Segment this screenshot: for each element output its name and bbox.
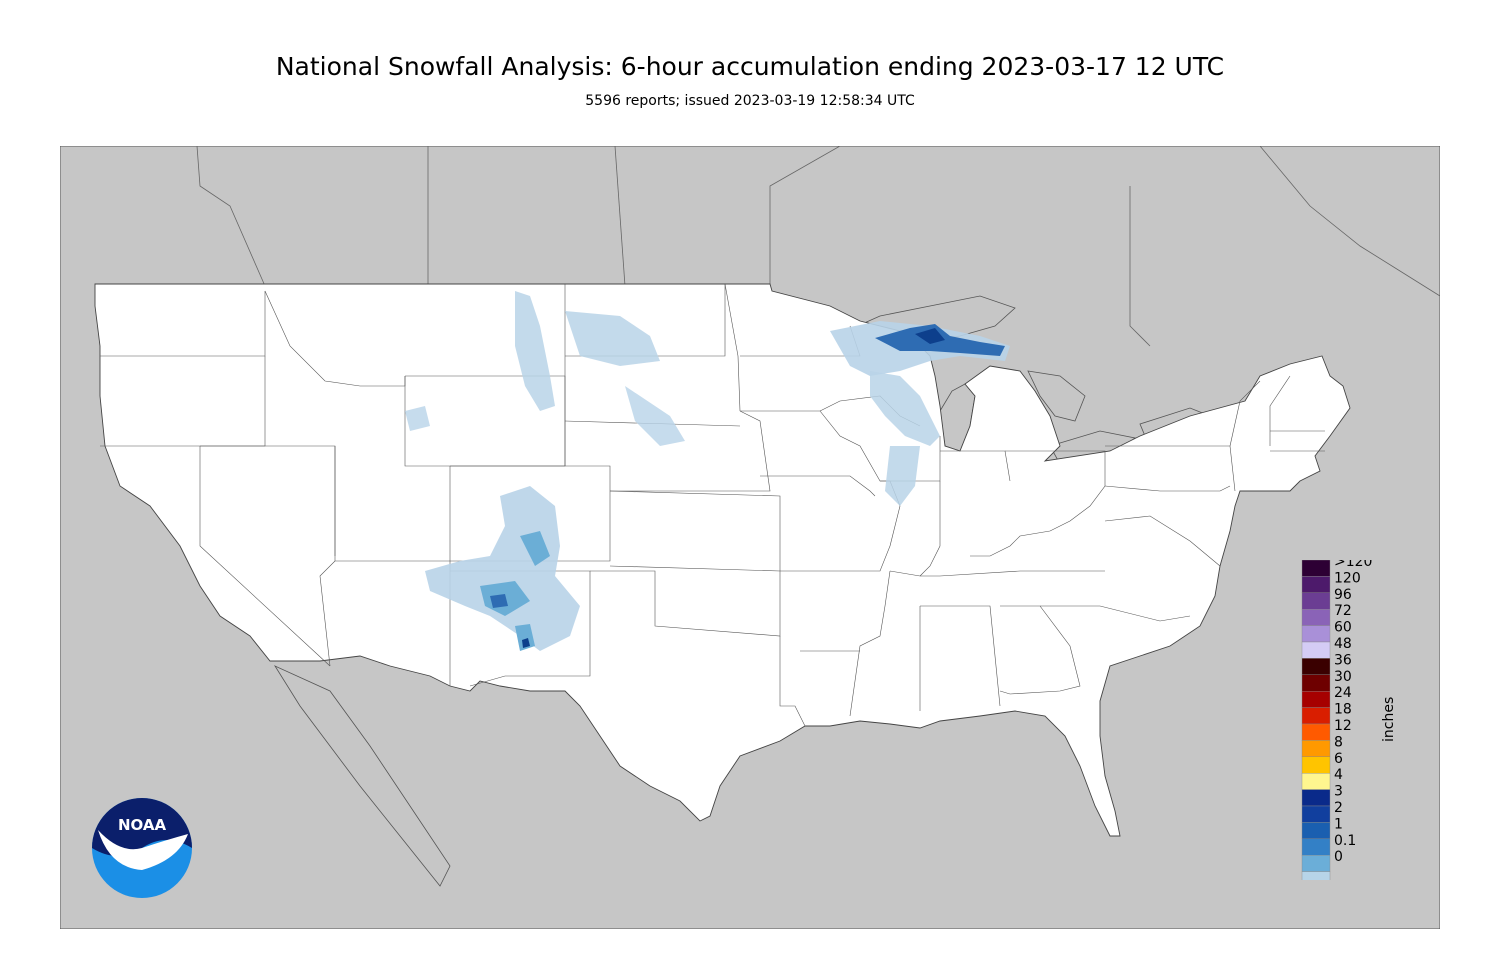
snowfall-shading xyxy=(405,291,1010,651)
legend-level-label: 6 xyxy=(1334,751,1343,767)
legend-level-label: 0 xyxy=(1334,849,1343,865)
legend-level-label: 18 xyxy=(1334,702,1352,718)
legend-swatch xyxy=(1301,641,1331,659)
legend-swatch xyxy=(1301,838,1331,856)
legend-level-label: 30 xyxy=(1334,669,1352,685)
legend-swatch xyxy=(1301,723,1331,741)
noaa-logo: NOAA xyxy=(92,798,192,898)
legend-level-label: 72 xyxy=(1334,603,1352,619)
legend-swatch xyxy=(1301,756,1331,774)
legend-swatch xyxy=(1301,690,1331,708)
snow-colorado-moderate xyxy=(520,531,550,566)
legend-level-label: 24 xyxy=(1334,685,1352,701)
legend-level-label: 3 xyxy=(1334,784,1343,800)
legend-swatch xyxy=(1301,560,1331,577)
legend-swatch xyxy=(1301,772,1331,790)
legend-swatch xyxy=(1301,740,1331,757)
legend-units-label: inches xyxy=(1381,696,1397,742)
legend-swatch xyxy=(1301,609,1331,626)
snow-montana-east xyxy=(565,311,660,366)
legend-swatch xyxy=(1301,789,1331,807)
snow-montana xyxy=(515,291,555,411)
legend-swatch xyxy=(1301,625,1331,643)
legend-level-label: 48 xyxy=(1334,636,1352,652)
map-subtitle: 5596 reports; issued 2023-03-19 12:58:34… xyxy=(585,93,915,109)
legend-swatch xyxy=(1301,805,1331,823)
canada-province-lines xyxy=(196,146,1440,347)
snow-colorado-light xyxy=(425,486,580,651)
snow-wisconsin xyxy=(870,371,940,446)
legend-swatch xyxy=(1301,822,1331,839)
snowfall-map xyxy=(60,146,1440,929)
snow-upper-peninsula-deep xyxy=(915,328,945,344)
map-title: National Snowfall Analysis: 6-hour accum… xyxy=(275,52,1225,81)
legend-level-label: 2 xyxy=(1334,800,1343,816)
legend-level-label: 96 xyxy=(1334,587,1352,603)
mexico xyxy=(273,665,451,887)
legend-level-label: >120 xyxy=(1334,560,1372,570)
legend-swatch xyxy=(1301,871,1331,880)
legend-swatch xyxy=(1301,576,1331,593)
legend-level-label: 36 xyxy=(1334,652,1352,668)
legend-level-label: 0.1 xyxy=(1334,833,1356,849)
noaa-logo-text: NOAA xyxy=(118,816,167,834)
legend-level-label: 60 xyxy=(1334,620,1352,636)
legend-swatch xyxy=(1301,855,1331,872)
legend-level-label: 4 xyxy=(1334,767,1343,783)
snow-illinois-streak xyxy=(885,446,920,506)
legend-level-label: 12 xyxy=(1334,718,1352,734)
snow-wyoming xyxy=(405,406,430,431)
legend-level-label: 120 xyxy=(1334,570,1361,586)
legend-swatch xyxy=(1301,592,1331,610)
snow-new-mexico-heavy xyxy=(490,594,508,608)
legend-level-label: 1 xyxy=(1334,816,1343,832)
legend-level-label: 8 xyxy=(1334,734,1343,750)
legend-swatch xyxy=(1301,674,1331,692)
snow-new-mexico-deep xyxy=(522,638,530,648)
legend-swatch xyxy=(1301,707,1331,725)
snow-dakotas-streak xyxy=(625,386,685,446)
snow-new-mexico-south xyxy=(515,624,535,651)
legend-swatch xyxy=(1301,658,1331,676)
